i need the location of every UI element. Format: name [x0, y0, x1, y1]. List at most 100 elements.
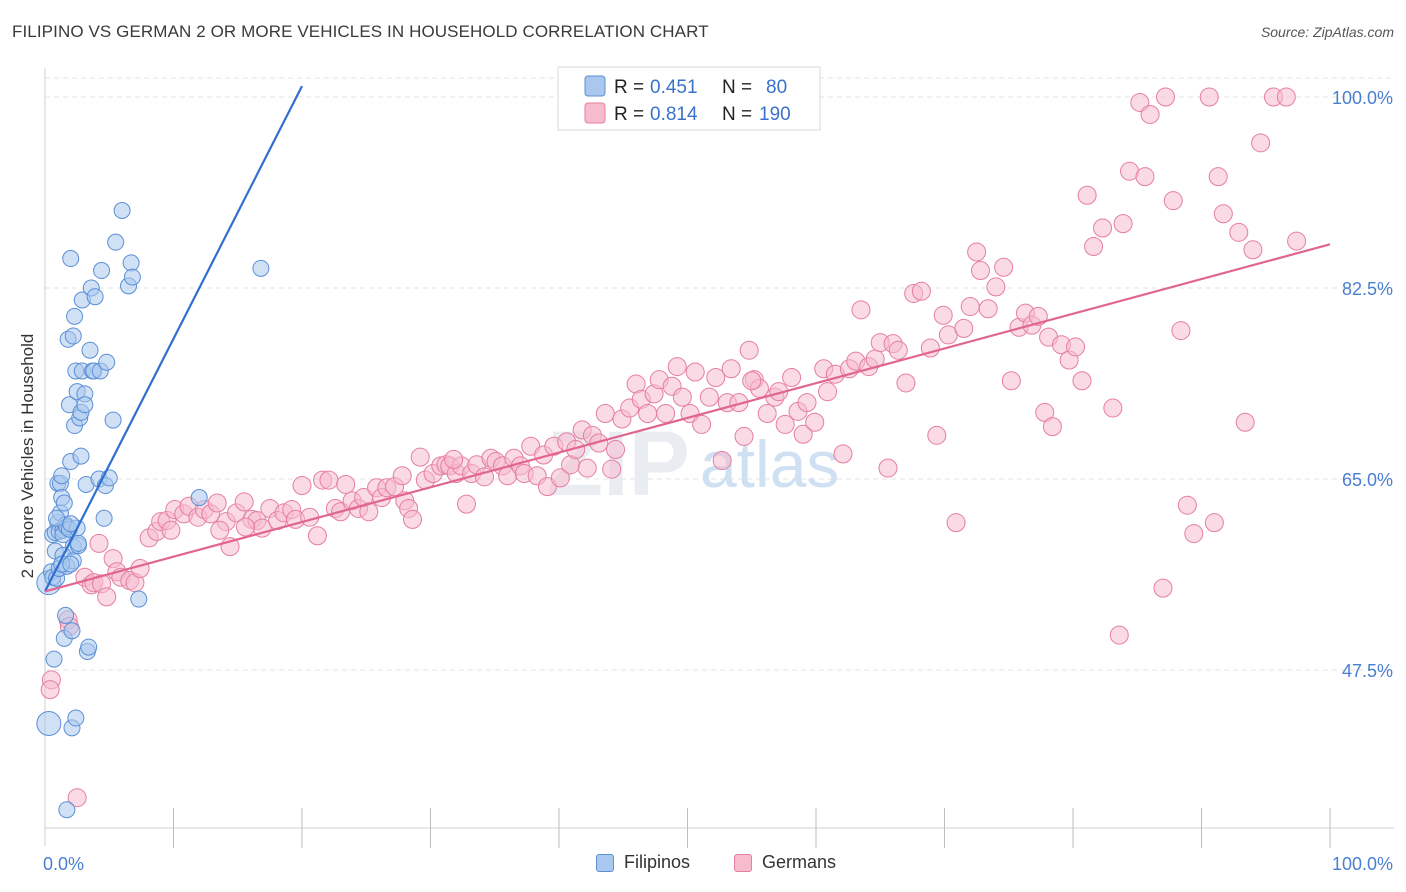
y-tick-label: 100.0%: [1332, 88, 1393, 108]
filipinos-swatch: [596, 853, 614, 872]
germans-point: [851, 300, 871, 320]
legend-top: R = 0.451 N = 80 R = 0.814 N = 190: [557, 66, 821, 131]
germans-point: [550, 468, 570, 488]
germans-point: [1276, 87, 1296, 107]
filipinos-point: [67, 709, 85, 727]
filipinos-point: [64, 327, 82, 345]
germans-point: [1093, 218, 1113, 238]
germans-point: [1042, 417, 1062, 437]
germans-point: [878, 458, 898, 478]
germans-point: [456, 494, 476, 514]
germans-point: [1072, 371, 1092, 391]
filipinos-point: [123, 268, 141, 286]
filipinos-point: [58, 801, 76, 819]
germans-point: [805, 412, 825, 432]
filipinos-point: [107, 233, 125, 251]
legend-n-label-1: N =: [722, 77, 752, 98]
filipinos-point: [62, 250, 80, 268]
germans-point: [1208, 167, 1228, 187]
legend-r-value-2: 0.814: [650, 104, 698, 125]
germans-point: [307, 526, 327, 546]
germans-point: [235, 517, 255, 537]
germans-point: [782, 367, 802, 387]
filipinos-point: [48, 509, 66, 527]
germans-point: [967, 242, 987, 262]
germans-point: [927, 425, 947, 445]
germans-point: [933, 305, 953, 325]
germans-point: [1077, 185, 1097, 205]
filipinos-point: [104, 411, 122, 429]
germans-point: [292, 476, 312, 496]
germans-point: [734, 426, 754, 446]
x-tick-label: 0.0%: [43, 854, 84, 874]
germans-point: [742, 371, 762, 391]
tick-labels: 47.5% 65.0% 82.5% 100.0% 0.0% 100.0%: [43, 88, 1393, 874]
germans-point: [161, 520, 181, 540]
filipinos-point: [66, 307, 84, 325]
germans-point: [672, 387, 692, 407]
filipinos-point: [86, 288, 104, 306]
germans-point: [1184, 524, 1204, 544]
germans-point: [960, 297, 980, 317]
source-credit: Source: ZipAtlas.com: [1260, 24, 1394, 40]
filipinos-point: [252, 259, 270, 277]
germans-point: [1109, 625, 1129, 645]
germans-point: [793, 424, 813, 444]
germans-point: [1287, 231, 1307, 251]
germans-point: [89, 533, 109, 553]
germans-point: [1163, 191, 1183, 211]
germans-point: [589, 433, 609, 453]
filipinos-point: [130, 590, 148, 608]
filipinos-point: [93, 262, 111, 280]
filipinos-point: [63, 622, 81, 640]
germans-point: [712, 450, 732, 470]
germans-point: [1213, 204, 1233, 224]
germans-point: [833, 444, 853, 464]
germans-point: [577, 458, 597, 478]
germans-point: [667, 357, 687, 377]
germans-point: [1001, 371, 1021, 391]
germans-point: [946, 513, 966, 533]
germans-point: [234, 492, 254, 512]
germans-point: [1140, 104, 1160, 124]
legend-n-value-1: 80: [766, 77, 787, 98]
filipinos-point: [62, 555, 80, 573]
germans-point: [888, 340, 908, 360]
filipinos-point: [36, 710, 62, 736]
legend-item-germans[interactable]: Germans: [734, 852, 836, 873]
germans-point: [1235, 412, 1255, 432]
germans-point: [1229, 222, 1249, 242]
germans-point: [775, 414, 795, 434]
germans-point: [970, 261, 990, 281]
germans-point: [1204, 513, 1224, 533]
germans-point: [1177, 495, 1197, 515]
germans-point: [986, 277, 1006, 297]
legend-item-filipinos[interactable]: Filipinos: [596, 852, 690, 873]
germans-point: [1103, 398, 1123, 418]
germans-point: [706, 367, 726, 387]
germans-point: [97, 587, 117, 607]
germans-point: [210, 520, 230, 540]
legend-swatch-germans: [584, 102, 606, 124]
germans-point: [692, 414, 712, 434]
germans-swatch: [734, 853, 752, 872]
legend-r-value-1: 0.451: [650, 77, 698, 98]
germans-point: [1251, 133, 1271, 153]
germans-point: [1113, 214, 1133, 234]
filipinos-point: [53, 467, 71, 485]
y-tick-label: 65.0%: [1342, 470, 1393, 490]
germans-point: [1066, 337, 1086, 357]
germans-point: [40, 680, 60, 700]
germans-point: [444, 449, 464, 469]
germans-point: [606, 440, 626, 460]
germans-point: [757, 404, 777, 424]
germans-point: [403, 509, 423, 529]
germans-point: [1084, 237, 1104, 257]
legend-r-label-1: R =: [614, 77, 644, 98]
germans-point: [896, 373, 916, 393]
y-tick-label: 47.5%: [1342, 661, 1393, 681]
filipinos-point: [113, 202, 131, 220]
x-tick-label: 100.0%: [1332, 854, 1393, 874]
filipinos-point: [190, 489, 208, 507]
